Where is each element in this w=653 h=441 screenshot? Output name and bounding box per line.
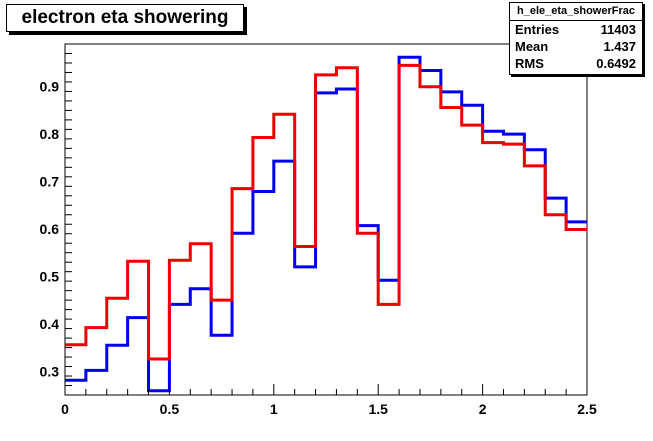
stats-mean-value: 1.437 [603, 39, 636, 54]
y-tick-label: 0.3 [40, 363, 60, 379]
histogram-series-1 [65, 55, 587, 393]
stats-row-rms: RMS 0.6492 [510, 55, 642, 72]
stats-box: h_ele_eta_showerFrac Entries 11403 Mean … [509, 2, 643, 75]
y-tick-label: 0.8 [40, 126, 60, 142]
x-tick-label: 0.5 [160, 401, 180, 417]
y-tick-label: 0.4 [40, 316, 60, 332]
x-tick-label: 1 [270, 401, 278, 417]
stats-entries-value: 11403 [600, 22, 636, 37]
axes-layer: 0 0.5 1 1.5 2 2.5 0.3 0.4 0.5 0.6 0.7 0.8 0.9 [40, 43, 597, 417]
x-tick-label: 2.5 [577, 401, 597, 417]
stats-row-entries: Entries 11403 [510, 21, 642, 38]
y-tick-label: 0.5 [40, 268, 60, 284]
histogram-series-layer [65, 55, 587, 393]
histogram-series-2 [65, 63, 587, 361]
x-tick-label: 1.5 [368, 401, 388, 417]
stats-mean-label: Mean [515, 39, 549, 54]
stats-rms-value: 0.6492 [596, 56, 636, 71]
y-tick-label: 0.9 [40, 79, 60, 95]
y-tick-label: 0.6 [40, 221, 60, 237]
stats-rms-label: RMS [515, 56, 544, 71]
x-tick-label: 0 [61, 401, 69, 417]
x-tick-label: 2 [479, 401, 487, 417]
stats-entries-label: Entries [515, 22, 560, 37]
chart-title: electron eta showering [6, 4, 244, 32]
plot-frame [64, 43, 588, 396]
stats-title: h_ele_eta_showerFrac [510, 3, 642, 21]
stats-row-mean: Mean 1.437 [510, 38, 642, 55]
y-tick-label: 0.7 [40, 174, 60, 190]
